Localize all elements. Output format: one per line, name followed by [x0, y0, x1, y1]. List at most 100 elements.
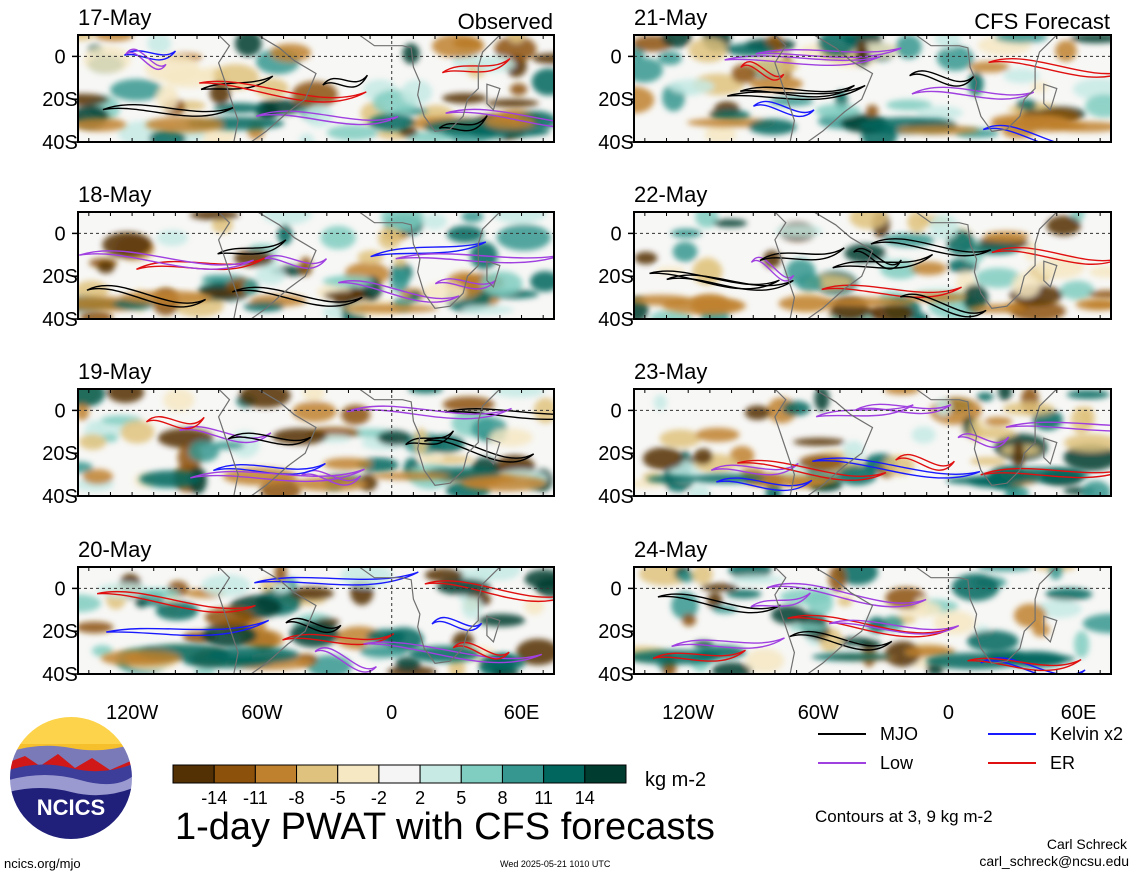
page-title: 1-day PWAT with CFS forecasts [175, 806, 715, 848]
y-tick-label: 40S [42, 664, 78, 686]
map-panel-fc-1: 21-May 0 20S 40S [598, 5, 1112, 154]
y-tick-label: 20S [42, 621, 78, 643]
y-tick-label: 0 [54, 400, 65, 422]
colorbar-tick-label: -2 [371, 788, 387, 808]
colorbar-tick-label: -11 [243, 788, 268, 808]
colorbar-swatch [501, 764, 545, 784]
y-tick-label: 40S [598, 486, 634, 508]
colorbar-tick-label: -8 [288, 788, 304, 808]
coastline-south-america [217, 212, 317, 319]
coastline-south-america [774, 35, 874, 142]
colorbar-swatch [460, 764, 503, 784]
panel-date-obs-3: 19-May [78, 359, 151, 384]
panel-date-fc-4: 24-May [634, 537, 707, 562]
y-tick-label: 0 [54, 46, 65, 68]
x-tick-label: 0 [386, 702, 397, 724]
map-panel-obs-1: 17-May 0 20S 40S [42, 5, 555, 154]
y-tick-label: 40S [42, 309, 78, 331]
map-panel-fc-3: 23-May 0 20S 40S [598, 359, 1112, 508]
panel-date-obs-2: 18-May [78, 182, 151, 207]
colorbar-swatch [378, 764, 421, 784]
coastline-africa [358, 567, 501, 664]
coastline-africa [915, 212, 1058, 309]
x-tick-label: 120W [106, 702, 158, 724]
panel-date-fc-3: 23-May [634, 359, 707, 384]
coastline-africa [358, 35, 501, 132]
y-tick-label: 0 [610, 223, 621, 245]
logo-text: NCICS [37, 795, 105, 820]
coastline-africa [915, 35, 1058, 132]
map-panel-fc-4: 24-May 0 20S 40S [598, 537, 1112, 686]
x-tick-label: 60W [241, 702, 282, 724]
coastline-south-america [217, 35, 317, 142]
x-tick-label: 60W [798, 702, 839, 724]
legend-label: Kelvin x2 [1050, 724, 1123, 744]
y-tick-label: 20S [598, 266, 634, 288]
y-tick-label: 20S [598, 89, 634, 111]
x-tick-label: 60E [504, 702, 540, 724]
y-tick-label: 0 [54, 578, 65, 600]
colorbar-tick-label: 11 [534, 788, 553, 808]
coastline-africa [358, 389, 501, 486]
colorbar-unit: kg m-2 [645, 769, 707, 791]
y-tick-label: 0 [610, 46, 621, 68]
y-tick-label: 0 [610, 578, 621, 600]
colorbar-swatch [543, 764, 586, 784]
coastline-africa [358, 212, 501, 309]
y-tick-label: 20S [42, 89, 78, 111]
colorbar-swatch [172, 764, 215, 784]
timestamp: Wed 2025-05-21 1010 UTC [500, 859, 611, 869]
colorbar-swatch [337, 764, 380, 784]
panel-date-obs-1: 17-May [78, 5, 151, 30]
y-tick-label: 20S [598, 621, 634, 643]
y-tick-label: 20S [598, 443, 634, 465]
map-panel-obs-4: 20-May 0 20S 40S [42, 537, 555, 686]
observed-label: Observed [458, 9, 553, 34]
site-url: ncics.org/mjo [4, 856, 81, 871]
legend-item: Kelvin x2 [988, 724, 1123, 744]
colorbar-tick-label: 5 [456, 788, 466, 808]
coastline-south-america [774, 389, 874, 496]
coastline-south-america [774, 212, 874, 319]
panel-date-fc-1: 21-May [634, 5, 707, 30]
map-panel-obs-3: 19-May 0 20S 40S [42, 359, 555, 508]
legend-label: MJO [880, 724, 918, 744]
map-panel-fc-2: 22-May 0 20S 40S [598, 182, 1112, 331]
y-tick-label: 0 [610, 400, 621, 422]
ncics-logo: NCICS [8, 715, 134, 841]
panel-date-obs-4: 20-May [78, 537, 151, 562]
author-name: Carl Schreck [1046, 836, 1127, 852]
legend-item: ER [988, 753, 1075, 773]
coastline-africa [915, 567, 1058, 664]
x-tick-label: 0 [943, 702, 954, 724]
forecast-label: CFS Forecast [974, 9, 1110, 34]
panel-date-fc-2: 22-May [634, 182, 707, 207]
x-tick-label: 60E [1061, 702, 1097, 724]
y-tick-label: 40S [598, 309, 634, 331]
x-tick-label: 120W [662, 702, 714, 724]
coastline-south-america [774, 567, 874, 674]
colorbar-tick-label: 8 [497, 788, 507, 808]
y-tick-label: 0 [54, 223, 65, 245]
y-tick-label: 40S [598, 132, 634, 154]
contour-note: Contours at 3, 9 kg m-2 [815, 807, 993, 826]
colorbar-tick-label: -14 [201, 788, 227, 808]
map-panel-obs-2: 18-May 0 20S 40S [42, 182, 555, 331]
y-tick-label: 20S [42, 266, 78, 288]
y-tick-label: 40S [42, 486, 78, 508]
colorbar-swatch [296, 764, 339, 784]
y-tick-label: 40S [598, 664, 634, 686]
y-tick-label: 20S [42, 443, 78, 465]
colorbar-swatch [584, 764, 627, 784]
coastline-africa [915, 389, 1058, 486]
coastline-south-america [217, 389, 317, 496]
colorbar-swatch [419, 764, 462, 784]
legend-label: Low [880, 753, 914, 773]
y-tick-label: 40S [42, 132, 78, 154]
legend-label: ER [1050, 753, 1075, 773]
colorbar-tick-label: 2 [415, 788, 425, 808]
colorbar-swatch [254, 764, 298, 784]
colorbar-swatch [213, 764, 256, 784]
